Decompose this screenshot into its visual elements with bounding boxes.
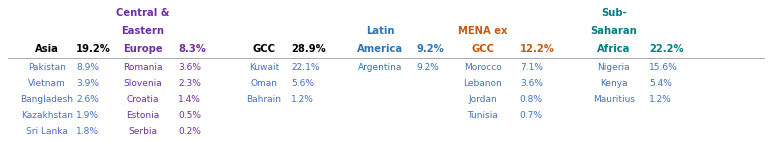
Text: Pakistan: Pakistan <box>28 63 66 72</box>
Text: 5.6%: 5.6% <box>291 79 314 88</box>
Text: MENA ex: MENA ex <box>458 26 507 36</box>
Text: 28.9%: 28.9% <box>291 44 325 54</box>
Text: Kazakhstan: Kazakhstan <box>21 111 73 120</box>
Text: 12.2%: 12.2% <box>519 44 555 54</box>
Text: Estonia: Estonia <box>126 111 159 120</box>
Text: Africa: Africa <box>597 44 631 54</box>
Text: 15.6%: 15.6% <box>649 63 678 72</box>
Text: Latin: Latin <box>366 26 395 36</box>
Text: GCC: GCC <box>252 44 275 54</box>
Text: Slovenia: Slovenia <box>123 79 162 88</box>
Text: 22.2%: 22.2% <box>649 44 684 54</box>
Text: Bangladesh: Bangladesh <box>21 95 73 104</box>
Text: 9.2%: 9.2% <box>417 44 444 54</box>
Text: 5.4%: 5.4% <box>649 79 673 88</box>
Text: 1.2%: 1.2% <box>291 95 314 104</box>
Text: 3.6%: 3.6% <box>519 79 543 88</box>
Text: 2.6%: 2.6% <box>76 95 99 104</box>
Text: Mauritius: Mauritius <box>593 95 635 104</box>
Text: 22.1%: 22.1% <box>291 63 319 72</box>
Text: 3.6%: 3.6% <box>178 63 201 72</box>
Text: Vietnam: Vietnam <box>29 79 66 88</box>
Text: 19.2%: 19.2% <box>76 44 111 54</box>
Text: Sub-: Sub- <box>601 8 627 18</box>
Text: Morocco: Morocco <box>464 63 502 72</box>
Text: Europe: Europe <box>123 44 162 54</box>
Text: Saharan: Saharan <box>591 26 637 36</box>
Text: 0.2%: 0.2% <box>178 127 201 136</box>
Text: Sri Lanka: Sri Lanka <box>26 127 68 136</box>
Text: 0.7%: 0.7% <box>519 111 543 120</box>
Text: 1.4%: 1.4% <box>178 95 201 104</box>
Text: Tunisia: Tunisia <box>467 111 498 120</box>
Text: 9.2%: 9.2% <box>417 63 440 72</box>
Text: 1.8%: 1.8% <box>76 127 99 136</box>
Text: 8.9%: 8.9% <box>76 63 99 72</box>
Text: Oman: Oman <box>250 79 278 88</box>
Text: Kenya: Kenya <box>600 79 628 88</box>
Text: Eastern: Eastern <box>121 26 164 36</box>
Text: Nigeria: Nigeria <box>598 63 630 72</box>
Text: Kuwait: Kuwait <box>249 63 279 72</box>
Text: 0.5%: 0.5% <box>178 111 201 120</box>
Text: 1.9%: 1.9% <box>76 111 99 120</box>
Text: Lebanon: Lebanon <box>463 79 502 88</box>
Text: Romania: Romania <box>123 63 162 72</box>
Text: 8.3%: 8.3% <box>178 44 206 54</box>
Text: Bahrain: Bahrain <box>247 95 281 104</box>
Text: 0.8%: 0.8% <box>519 95 543 104</box>
Text: America: America <box>357 44 404 54</box>
Text: Central &: Central & <box>116 8 169 18</box>
Text: Croatia: Croatia <box>126 95 158 104</box>
Text: 1.2%: 1.2% <box>649 95 673 104</box>
Text: Argentina: Argentina <box>358 63 403 72</box>
Text: 2.3%: 2.3% <box>178 79 201 88</box>
Text: Asia: Asia <box>36 44 59 54</box>
Text: Jordan: Jordan <box>468 95 497 104</box>
Text: 7.1%: 7.1% <box>519 63 543 72</box>
Text: Serbia: Serbia <box>128 127 157 136</box>
Text: GCC: GCC <box>472 44 494 54</box>
Text: 3.9%: 3.9% <box>76 79 99 88</box>
